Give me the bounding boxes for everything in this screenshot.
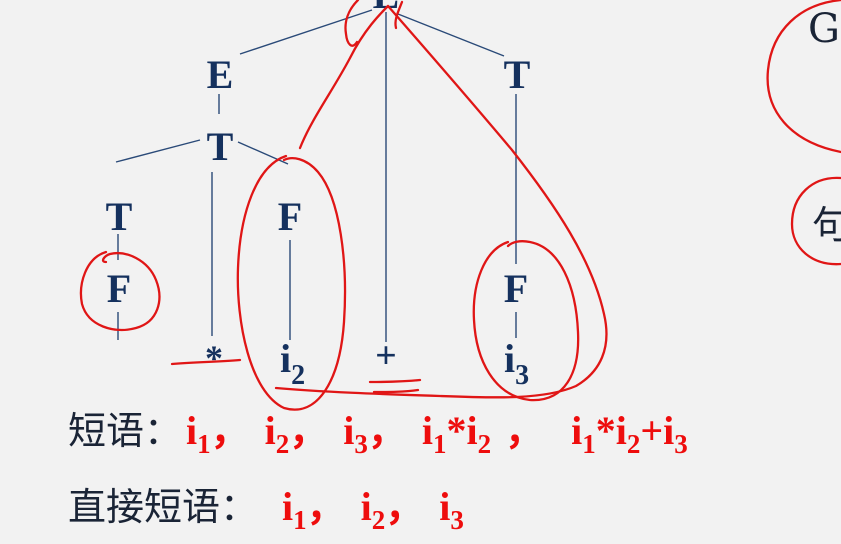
direct-phrases-label: 直接短语： — [68, 485, 259, 529]
node-t-right: T — [504, 52, 531, 97]
separator: ， — [210, 408, 251, 454]
node-f-mid: F — [278, 194, 302, 239]
separator: ， — [491, 408, 546, 454]
node-t-mid: T — [207, 124, 234, 169]
ink-circle-root — [344, 0, 360, 47]
direct-phrase-i3: i3 — [439, 484, 464, 535]
edge-root-t — [397, 13, 505, 57]
ink-ellipse-f-i2 — [236, 154, 347, 411]
leaf-times: * — [205, 338, 223, 378]
separator: ， — [306, 484, 347, 530]
red-annotations — [79, 0, 841, 411]
ink-underline-times — [170, 358, 242, 366]
phrases-row: 短语： i1， i2， i3， i1*i2 ， i1*i2+i3 — [68, 398, 688, 459]
ink-triangle-big — [274, 4, 608, 399]
ink-underline-plus — [368, 378, 422, 394]
phrase-i1-times-i2: i1*i2 — [421, 408, 492, 459]
ink-circle-f-left — [79, 250, 161, 332]
phrase-i1-times-i2-plus-i3: i1*i2+i3 — [571, 408, 688, 459]
phrase-i1: i1 — [186, 408, 211, 459]
direct-phrase-i1: i1 — [282, 484, 307, 535]
edge-root-e — [239, 9, 373, 55]
separator: ， — [385, 484, 426, 530]
edge-t-fmid — [237, 141, 289, 165]
node-f-left: F — [107, 266, 131, 311]
ink-circle-ju — [790, 176, 841, 266]
node-t-left: T — [106, 194, 133, 239]
direct-phrase-i2: i2 — [360, 484, 386, 535]
side-letter-g: G — [808, 6, 840, 52]
side-char-ju: 句 — [812, 203, 841, 247]
leaf-i2: i2 — [280, 336, 305, 391]
leaf-i3: i3 — [504, 336, 529, 391]
node-e: E — [207, 52, 234, 97]
phrases-label: 短语： — [68, 409, 183, 453]
leaf-plus: + — [375, 335, 397, 377]
ink-big-circle-right — [766, 0, 841, 154]
edge-t-tleft — [115, 139, 201, 163]
separator: ， — [289, 408, 330, 454]
phrase-i2: i2 — [264, 408, 290, 459]
direct-phrases-row: 直接短语： i1， i2， i3 — [68, 474, 464, 535]
phrase-i3: i3 — [343, 408, 368, 459]
tree-edges — [115, 9, 517, 342]
separator: ， — [367, 408, 408, 454]
node-f-right: F — [504, 266, 528, 311]
ink-ellipse-f-i3 — [472, 240, 580, 402]
